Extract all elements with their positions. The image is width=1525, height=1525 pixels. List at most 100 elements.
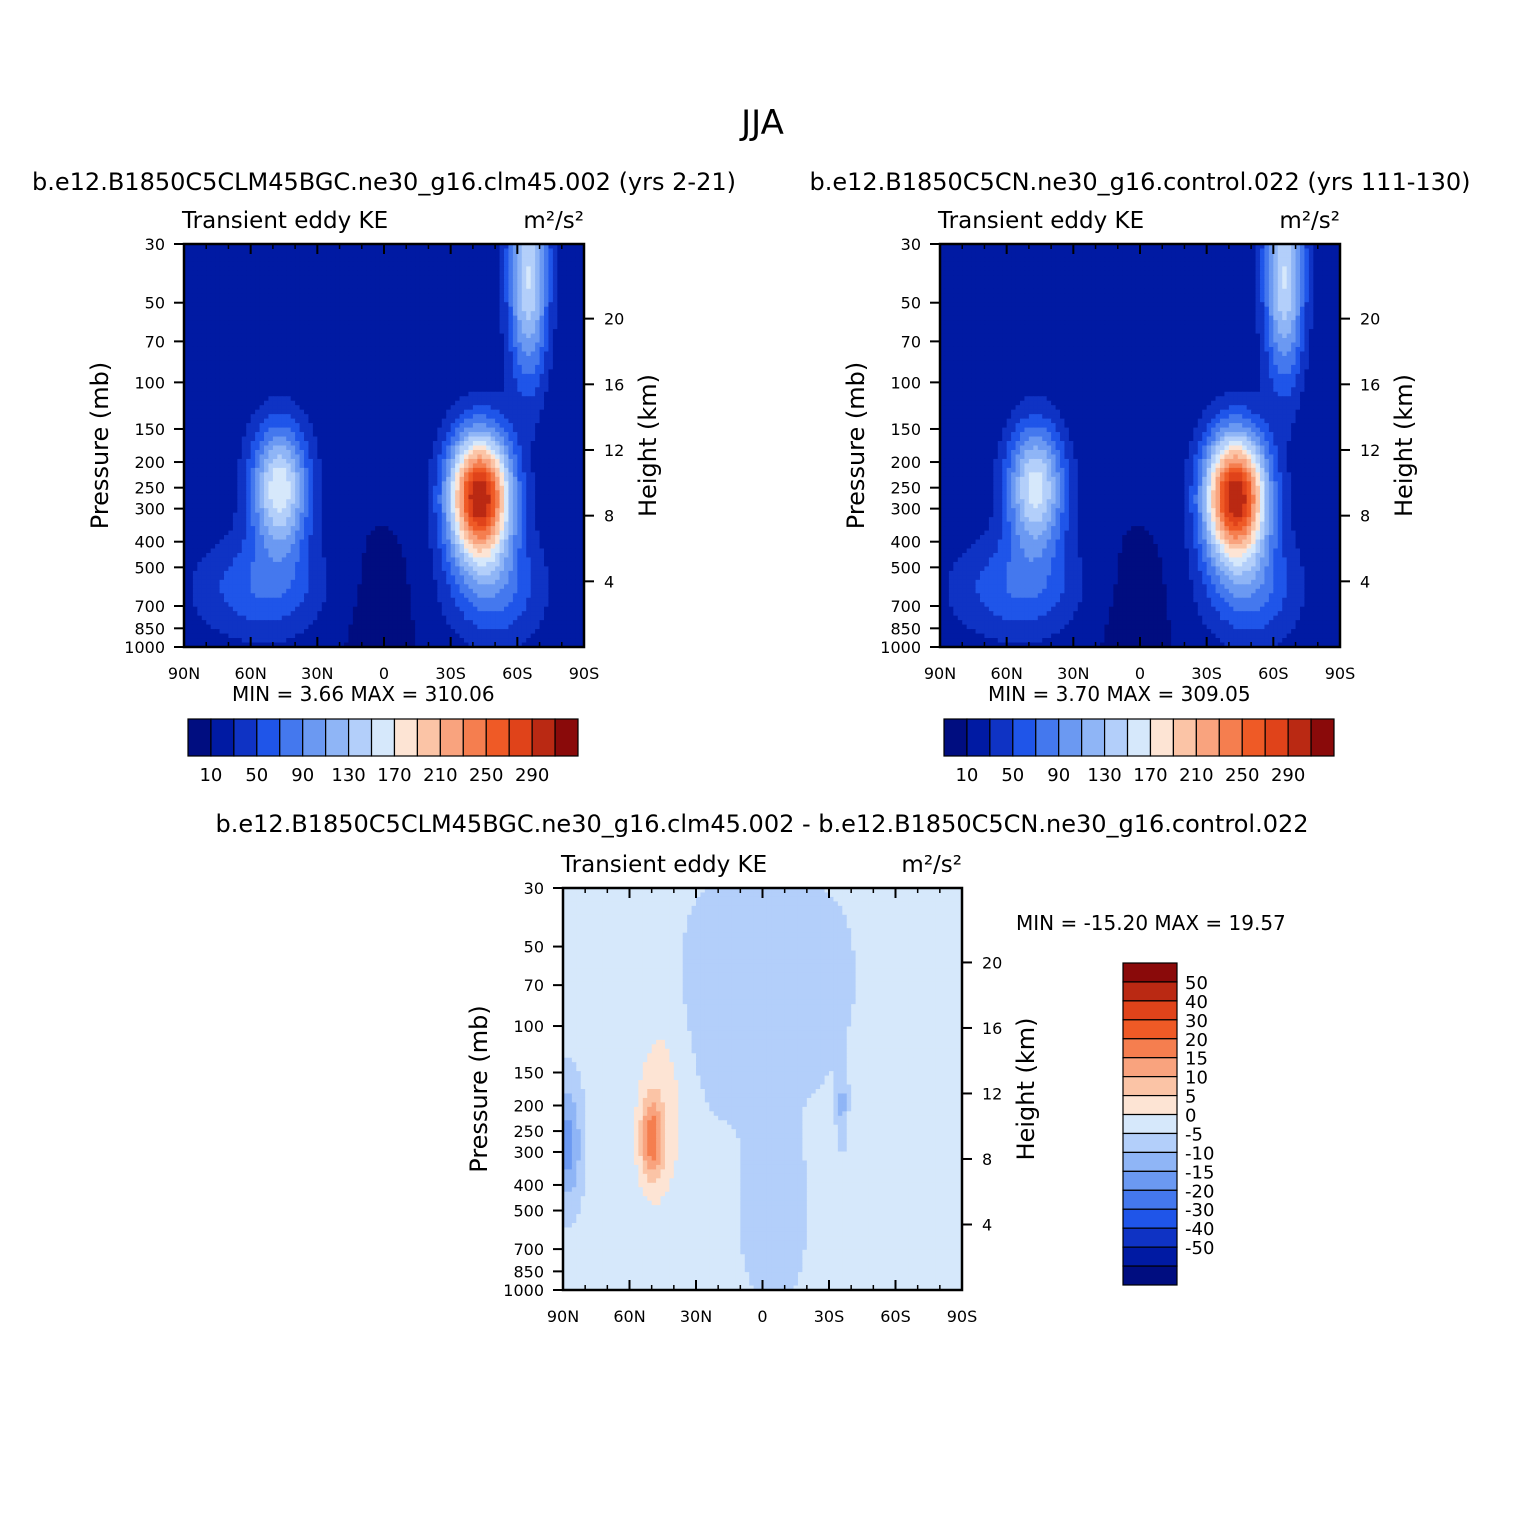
field-cell xyxy=(202,280,207,285)
field-cell xyxy=(411,253,416,258)
field-cell xyxy=(366,248,371,253)
field-cell xyxy=(575,468,580,473)
field-cell xyxy=(540,477,545,482)
field-cell xyxy=(535,275,540,280)
field-cell xyxy=(193,432,198,437)
field-cell xyxy=(353,302,358,307)
field-cell xyxy=(402,477,407,482)
field-cell xyxy=(197,302,202,307)
field-cell xyxy=(211,437,216,442)
field-cell xyxy=(522,481,527,486)
field-cell xyxy=(304,351,309,356)
field-cell xyxy=(348,334,353,339)
field-cell xyxy=(517,405,522,410)
field-cell xyxy=(371,432,376,437)
field-cell xyxy=(375,356,380,361)
field-cell xyxy=(522,316,527,321)
field-cell xyxy=(411,262,416,267)
field-cell xyxy=(228,360,233,365)
field-cell xyxy=(553,459,558,464)
field-cell xyxy=(477,329,482,334)
field-cell xyxy=(380,280,385,285)
field-cell xyxy=(340,369,345,374)
field-cell xyxy=(491,468,496,473)
field-cell xyxy=(313,490,318,495)
field-cell xyxy=(317,441,322,446)
field-cell xyxy=(353,369,358,374)
field-cell xyxy=(500,302,505,307)
field-cell xyxy=(548,481,553,486)
field-cell xyxy=(393,463,398,468)
field-cell xyxy=(273,410,278,415)
field-cell xyxy=(553,343,558,348)
field-cell xyxy=(464,266,469,271)
field-cell xyxy=(388,369,393,374)
field-cell xyxy=(562,284,567,289)
field-cell xyxy=(308,490,313,495)
field-cell xyxy=(424,257,429,262)
field-cell xyxy=(428,280,433,285)
field-cell xyxy=(522,450,527,455)
field-cell xyxy=(566,338,571,343)
field-cell xyxy=(264,396,269,401)
field-cell xyxy=(277,477,282,482)
field-cell xyxy=(353,356,358,361)
field-cell xyxy=(522,329,527,334)
field-cell xyxy=(304,472,309,477)
field-cell xyxy=(446,410,451,415)
field-cell xyxy=(388,405,393,410)
field-cell xyxy=(562,302,567,307)
field-cell xyxy=(300,338,305,343)
field-cell xyxy=(455,298,460,303)
field-cell xyxy=(455,347,460,352)
field-cell xyxy=(424,307,429,312)
field-cell xyxy=(282,423,287,428)
field-cell xyxy=(255,369,260,374)
field-cell xyxy=(411,280,416,285)
field-cell xyxy=(495,320,500,325)
field-cell xyxy=(233,298,238,303)
field-cell xyxy=(460,486,465,491)
field-cell xyxy=(495,248,500,253)
field-cell xyxy=(242,423,247,428)
field-cell xyxy=(482,387,487,392)
field-cell xyxy=(464,383,469,388)
field-cell xyxy=(415,343,420,348)
field-cell xyxy=(246,302,251,307)
field-cell xyxy=(353,262,358,267)
field-cell xyxy=(384,459,389,464)
field-cell xyxy=(500,253,505,258)
field-cell xyxy=(553,293,558,298)
field-cell xyxy=(322,450,327,455)
field-cell xyxy=(273,334,278,339)
field-cell xyxy=(357,437,362,442)
field-cell xyxy=(460,387,465,392)
field-cell xyxy=(237,441,242,446)
field-cell xyxy=(211,334,216,339)
field-cell xyxy=(495,360,500,365)
field-cell xyxy=(571,262,576,267)
field-cell xyxy=(291,351,296,356)
field-cell xyxy=(255,392,260,397)
field-cell xyxy=(504,423,509,428)
field-cell xyxy=(562,450,567,455)
field-cell xyxy=(486,325,491,330)
field-cell xyxy=(388,298,393,303)
field-cell xyxy=(500,365,505,370)
field-cell xyxy=(504,459,509,464)
field-cell xyxy=(197,351,202,356)
field-cell xyxy=(508,325,513,330)
field-cell xyxy=(437,347,442,352)
field-cell xyxy=(571,481,576,486)
field-cell xyxy=(335,316,340,321)
field-cell xyxy=(188,410,193,415)
field-cell xyxy=(388,472,393,477)
field-cell xyxy=(224,298,229,303)
field-cell xyxy=(500,325,505,330)
field-cell xyxy=(308,365,313,370)
field-cell xyxy=(571,472,576,477)
field-cell xyxy=(277,316,282,321)
field-cell xyxy=(428,320,433,325)
field-cell xyxy=(202,262,207,267)
field-cell xyxy=(344,253,349,258)
